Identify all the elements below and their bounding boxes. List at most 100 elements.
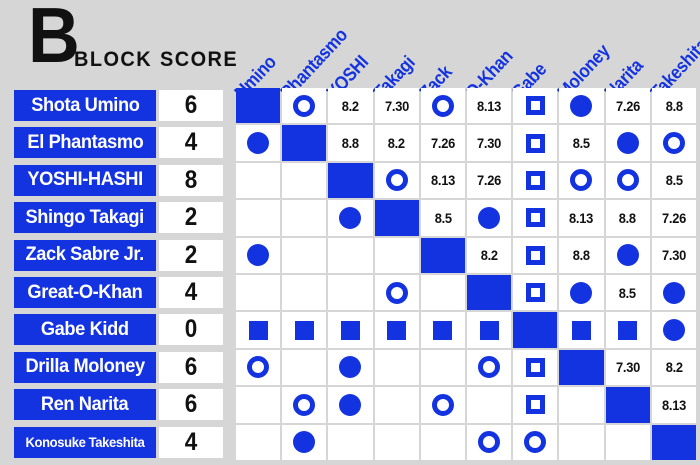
result-cell xyxy=(328,162,373,199)
result-cell xyxy=(374,200,419,236)
result-cell xyxy=(374,349,419,386)
win-circle-icon xyxy=(570,94,593,117)
loss-circle-icon xyxy=(247,356,270,379)
result-cell xyxy=(328,312,373,348)
forfeit-square-icon xyxy=(571,320,591,340)
score-cell: 4 xyxy=(159,277,223,308)
result-cell xyxy=(374,424,419,460)
result-cell xyxy=(467,200,512,236)
wrestler-name-plate[interactable]: Gabe Kidd xyxy=(14,314,156,346)
wrestler-name-label: Drilla Moloney xyxy=(25,356,145,378)
result-cell: 7.30 xyxy=(605,349,650,386)
result-cell xyxy=(605,162,650,199)
score-cell: 6 xyxy=(159,351,223,383)
win-circle-icon xyxy=(293,431,316,454)
result-cell xyxy=(328,387,373,423)
loss-circle-icon xyxy=(662,132,685,155)
match-date: 8.2 xyxy=(665,359,683,376)
wrestler-name-plate[interactable]: Ren Narita xyxy=(14,389,156,421)
result-cell xyxy=(467,387,512,423)
result-cell xyxy=(374,275,419,311)
wrestler-name-plate[interactable]: Great-O-Khan xyxy=(14,277,156,308)
result-cell xyxy=(513,88,558,124)
result-cell xyxy=(467,424,512,460)
wrestler-name-label: Shota Umino xyxy=(30,94,140,116)
result-cell: 8.2 xyxy=(651,349,696,386)
result-cell xyxy=(651,125,696,161)
result-cell: 7.26 xyxy=(467,162,512,199)
result-cell xyxy=(328,275,373,311)
win-circle-icon xyxy=(616,132,639,155)
result-cell xyxy=(236,349,281,386)
wrestler-name-plate[interactable]: Shota Umino xyxy=(14,90,156,121)
match-date: 8.2 xyxy=(388,135,406,152)
score-cell: 2 xyxy=(159,202,223,234)
result-cell: 8.8 xyxy=(605,200,650,236)
match-date: 8.8 xyxy=(665,97,683,114)
wrestler-name-plate[interactable]: Shingo Takagi xyxy=(14,202,156,234)
win-circle-icon xyxy=(478,206,501,229)
result-cell xyxy=(328,237,373,273)
result-cell: 8.13 xyxy=(420,162,465,199)
result-cell xyxy=(513,200,558,236)
wrestler-name-label: Great-O-Khan xyxy=(27,281,143,303)
result-cell xyxy=(605,387,650,423)
wrestler-name-label: Ren Narita xyxy=(41,393,129,415)
match-date: 7.30 xyxy=(477,135,502,152)
wrestler-name-plate[interactable]: El Phantasmo xyxy=(14,127,156,159)
result-cell xyxy=(420,275,465,311)
result-cell xyxy=(651,312,696,348)
result-cell: 8.8 xyxy=(651,88,696,124)
forfeit-square-icon xyxy=(618,320,638,340)
result-cell xyxy=(236,125,281,161)
result-cell xyxy=(651,424,696,460)
result-cell xyxy=(282,162,327,199)
match-date: 8.2 xyxy=(480,247,498,264)
match-date: 7.26 xyxy=(477,172,502,189)
win-circle-icon xyxy=(247,244,270,267)
wrestler-name-plate[interactable]: Drilla Moloney xyxy=(14,351,156,383)
score-value: 4 xyxy=(184,128,198,157)
result-cell: 8.8 xyxy=(328,125,373,161)
result-cell xyxy=(420,237,465,273)
result-cell xyxy=(236,162,281,199)
result-cell xyxy=(559,424,604,460)
draw-square-icon xyxy=(525,133,545,153)
result-cell: 7.26 xyxy=(605,88,650,124)
forfeit-square-icon xyxy=(479,320,499,340)
match-date: 7.26 xyxy=(430,135,455,152)
result-cell: 8.13 xyxy=(651,387,696,423)
win-circle-icon xyxy=(247,132,270,155)
wrestler-name-plate[interactable]: YOSHI-HASHI xyxy=(14,164,156,196)
result-cell xyxy=(559,162,604,199)
result-cell xyxy=(420,312,465,348)
result-cell xyxy=(236,312,281,348)
loss-circle-icon xyxy=(385,169,408,192)
forfeit-square-icon xyxy=(248,320,268,340)
wrestler-name-plate[interactable]: Zack Sabre Jr. xyxy=(14,239,156,271)
result-cell: 8.2 xyxy=(374,125,419,161)
result-cell: 8.5 xyxy=(420,200,465,236)
wrestler-name-label: Gabe Kidd xyxy=(41,318,129,340)
wrestler-name-label: Konosuke Takeshita xyxy=(25,434,145,451)
result-cell xyxy=(282,312,327,348)
result-cell xyxy=(420,349,465,386)
result-cell xyxy=(559,312,604,348)
match-date: 8.13 xyxy=(661,396,686,413)
draw-square-icon xyxy=(525,283,545,303)
score-value: 4 xyxy=(184,278,198,306)
block-label: BLOCK xyxy=(74,48,153,71)
result-cell xyxy=(467,275,512,311)
result-cell: 7.30 xyxy=(651,237,696,273)
match-date: 7.26 xyxy=(661,209,686,226)
wrestler-name-label: Zack Sabre Jr. xyxy=(25,244,145,266)
win-circle-icon xyxy=(616,244,639,267)
result-cell xyxy=(513,237,558,273)
wrestler-name-plate[interactable]: Konosuke Takeshita xyxy=(14,426,156,458)
result-cell xyxy=(513,312,558,348)
score-cell: 4 xyxy=(159,127,223,159)
match-date: 8.2 xyxy=(341,97,360,114)
result-cell xyxy=(605,125,650,161)
forfeit-square-icon xyxy=(433,320,453,340)
